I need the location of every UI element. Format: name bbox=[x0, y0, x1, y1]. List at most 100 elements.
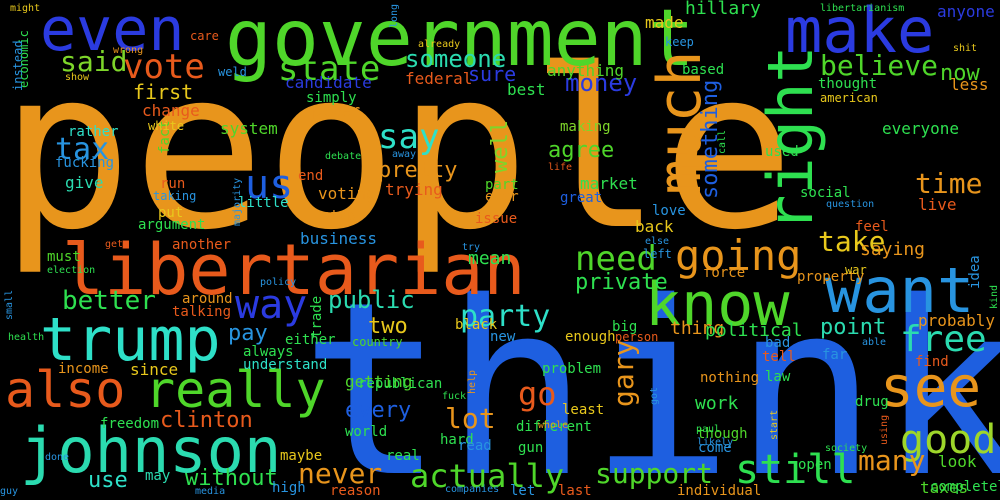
cloud-word: based bbox=[682, 62, 725, 78]
cloud-word: end bbox=[298, 168, 324, 184]
cloud-word: party bbox=[460, 299, 551, 334]
cloud-word: part bbox=[485, 177, 519, 193]
cloud-word: far bbox=[822, 347, 848, 363]
cloud-word: still bbox=[735, 447, 856, 493]
cloud-word: different bbox=[516, 419, 592, 435]
cloud-word: might bbox=[10, 3, 41, 14]
cloud-word: business bbox=[300, 229, 378, 248]
cloud-word: american bbox=[820, 91, 878, 105]
cloud-word: may bbox=[145, 468, 171, 484]
cloud-word: high bbox=[272, 480, 306, 496]
cloud-word: shit bbox=[953, 43, 978, 54]
cloud-word: getting bbox=[345, 372, 413, 391]
cloud-word: also bbox=[5, 361, 126, 419]
cloud-word: policy bbox=[260, 277, 297, 288]
cloud-word: vote bbox=[123, 47, 205, 87]
cloud-word: run bbox=[160, 176, 186, 192]
cloud-word: since bbox=[130, 360, 179, 379]
cloud-word: instead bbox=[11, 40, 25, 91]
cloud-word: using bbox=[879, 414, 890, 445]
cloud-word: election bbox=[47, 265, 96, 276]
cloud-word: system bbox=[220, 119, 278, 138]
cloud-word: real bbox=[386, 448, 420, 464]
cloud-word: idea bbox=[967, 255, 983, 289]
cloud-word: probably bbox=[918, 311, 996, 330]
cloud-word: gary bbox=[607, 339, 640, 407]
cloud-word: done bbox=[45, 452, 70, 463]
cloud-word: long bbox=[389, 3, 400, 28]
cloud-word: problem bbox=[542, 361, 602, 377]
cloud-word: world bbox=[345, 424, 388, 440]
cloud-word: good bbox=[900, 417, 997, 463]
cloud-word: able bbox=[862, 337, 887, 348]
cloud-word: ever bbox=[485, 189, 519, 205]
cloud-word: people bbox=[0, 22, 795, 278]
cloud-word: media bbox=[195, 486, 226, 497]
cloud-word: market bbox=[580, 174, 638, 193]
cloud-word: call bbox=[717, 129, 728, 154]
cloud-word: better bbox=[62, 286, 156, 316]
cloud-word: said bbox=[60, 45, 128, 78]
cloud-word: made bbox=[645, 13, 684, 32]
cloud-word: open bbox=[798, 457, 832, 473]
cloud-word: federal bbox=[405, 69, 473, 88]
cloud-word: likely bbox=[697, 437, 734, 448]
cloud-word: another bbox=[172, 237, 232, 253]
cloud-word: saying bbox=[860, 239, 926, 260]
cloud-word: big bbox=[612, 319, 638, 335]
cloud-word: think bbox=[300, 250, 1000, 500]
cloud-word: many bbox=[858, 444, 926, 477]
cloud-word: last bbox=[558, 483, 592, 499]
cloud-word: stop bbox=[322, 208, 356, 224]
cloud-word: least bbox=[562, 402, 605, 418]
cloud-word: fuck bbox=[442, 391, 467, 402]
cloud-word: understand bbox=[243, 357, 328, 373]
cloud-word: candidate bbox=[285, 73, 372, 92]
cloud-word: gun bbox=[518, 440, 544, 456]
cloud-word: support bbox=[595, 457, 714, 490]
cloud-word: always bbox=[243, 344, 294, 360]
cloud-word: drug bbox=[855, 394, 889, 410]
cloud-word: life bbox=[548, 162, 573, 173]
cloud-word: keep bbox=[665, 35, 694, 49]
cloud-word: social bbox=[800, 185, 851, 201]
cloud-word: enough bbox=[565, 329, 616, 345]
cloud-word: libertarian bbox=[62, 229, 526, 311]
cloud-word: care bbox=[190, 29, 219, 43]
cloud-word: force bbox=[703, 265, 746, 281]
cloud-word: new bbox=[490, 329, 516, 345]
cloud-word: society bbox=[825, 443, 868, 454]
cloud-word: maybe bbox=[280, 448, 323, 464]
cloud-word: health bbox=[8, 332, 45, 343]
cloud-word: actually bbox=[410, 457, 565, 495]
cloud-word: public bbox=[328, 286, 415, 314]
cloud-word: paul bbox=[696, 424, 721, 435]
cloud-word: trying bbox=[385, 180, 443, 199]
cloud-word: right bbox=[754, 45, 827, 232]
cloud-word: war bbox=[845, 263, 867, 277]
cloud-word: companies bbox=[445, 484, 500, 495]
cloud-word: debate bbox=[325, 151, 362, 162]
cloud-word: feel bbox=[855, 219, 889, 235]
cloud-word: want bbox=[825, 254, 975, 327]
cloud-word: reason bbox=[330, 483, 381, 499]
cloud-word: either bbox=[285, 332, 336, 348]
cloud-word: really bbox=[145, 361, 326, 419]
cloud-word: help bbox=[467, 369, 478, 394]
cloud-word: already bbox=[418, 39, 461, 50]
cloud-word: look bbox=[938, 452, 977, 471]
cloud-word: let bbox=[510, 483, 536, 499]
cloud-word: never bbox=[298, 457, 383, 490]
cloud-word: anything bbox=[547, 61, 625, 80]
cloud-word: find bbox=[915, 354, 949, 370]
cloud-word: nothing bbox=[700, 370, 760, 386]
cloud-word: anyone bbox=[937, 2, 995, 21]
cloud-word: without bbox=[185, 466, 278, 491]
cloud-word: lot bbox=[445, 402, 496, 435]
cloud-word: us bbox=[245, 162, 294, 208]
cloud-word: start bbox=[769, 409, 780, 440]
cloud-word: read bbox=[458, 438, 492, 454]
cloud-word: everyone bbox=[882, 119, 960, 138]
cloud-word: two bbox=[368, 314, 408, 339]
cloud-word: bad bbox=[765, 335, 791, 351]
